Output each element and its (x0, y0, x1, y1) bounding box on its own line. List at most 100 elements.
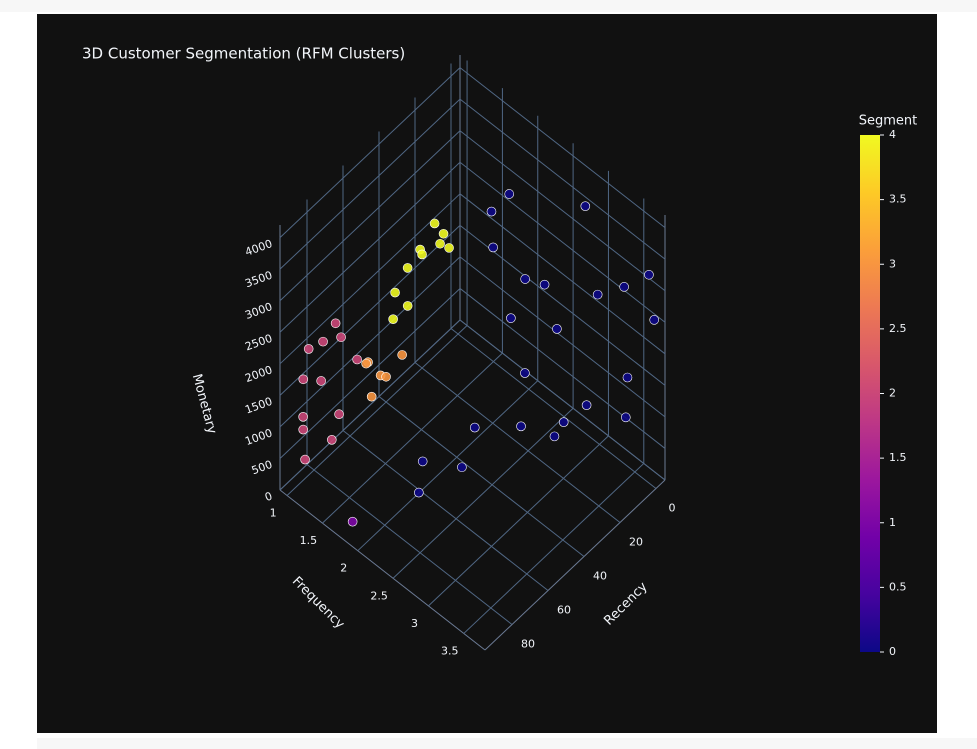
point (486, 206, 497, 217)
point (516, 421, 526, 432)
point (388, 314, 398, 325)
grid-line (459, 319, 666, 481)
point (488, 242, 498, 253)
colorbar-scale (860, 135, 880, 652)
point (457, 462, 467, 473)
point (429, 218, 440, 229)
colorbar-tick-label: 1 (889, 516, 896, 529)
point (352, 354, 362, 365)
grid-line (279, 67, 461, 238)
y-tick-label: 2 (340, 562, 347, 575)
notebook-cell (0, 0, 977, 12)
point (361, 358, 371, 369)
grid-line (279, 224, 461, 396)
grid-line (378, 396, 585, 557)
grid-line (459, 288, 666, 449)
point (316, 376, 326, 386)
point (435, 238, 445, 249)
axis-edge (279, 489, 486, 651)
point (327, 434, 337, 445)
point (504, 189, 515, 199)
colorbar-tick-label: 3.5 (889, 193, 907, 206)
colorbar-tick-label: 0.5 (889, 580, 907, 593)
point (552, 324, 562, 334)
point (347, 516, 358, 527)
point (520, 274, 530, 284)
point (581, 400, 592, 410)
point (300, 454, 310, 465)
grid-line (414, 362, 621, 523)
point (622, 372, 633, 383)
y-tick-label: 3 (411, 617, 418, 630)
x-tick-label: 20 (629, 536, 643, 549)
grid-line (459, 161, 666, 323)
z-tick-label: 0 (263, 489, 274, 504)
x-tick-label: 40 (593, 570, 607, 583)
x-tick-label: 80 (521, 638, 535, 651)
y-tick-label: 1.5 (300, 534, 318, 547)
point (520, 368, 530, 378)
colorbar-tick-label: 0 (889, 645, 896, 658)
grid-line (392, 407, 574, 579)
colorbar-tick-label: 1.5 (889, 451, 907, 464)
grid-line (306, 464, 513, 625)
point (469, 422, 480, 433)
grid-line (459, 256, 666, 418)
point (402, 301, 413, 311)
point (334, 409, 344, 420)
point (539, 279, 550, 290)
point (390, 287, 400, 298)
y-tick-label: 1 (270, 507, 277, 520)
grid-line (428, 435, 609, 607)
grid-line (450, 328, 657, 489)
grid (279, 55, 666, 651)
point (402, 263, 413, 273)
grid-line (342, 430, 549, 591)
point (549, 431, 560, 442)
grid-line (279, 98, 461, 270)
grid-line (459, 193, 666, 355)
point (649, 315, 660, 325)
colorbar: 0 0.5 1 1.5 2 2.5 3 3.5 4 (860, 128, 907, 658)
grid-line (322, 352, 503, 524)
grid-line (459, 98, 666, 260)
grid-line (286, 325, 468, 496)
point (619, 282, 629, 292)
colorbar-title: Segment (859, 114, 918, 129)
point (381, 371, 391, 382)
x-tick-label: 60 (557, 604, 571, 617)
axis-edge (484, 479, 666, 651)
colorbar-tick-label: 4 (889, 128, 896, 141)
point (417, 249, 427, 260)
point (336, 332, 346, 343)
y-tick-label: 2.5 (370, 589, 388, 602)
point (558, 417, 569, 427)
point (444, 243, 454, 253)
point (298, 412, 308, 422)
point (303, 344, 314, 354)
point (298, 374, 309, 385)
colorbar-tick-label: 3 (889, 257, 896, 270)
point (298, 424, 309, 435)
point (580, 201, 591, 211)
grid-line (279, 256, 461, 428)
points (298, 189, 660, 527)
point (414, 487, 424, 498)
x-tick-label: 0 (669, 502, 676, 515)
colorbar-tick-label: 2.5 (889, 322, 907, 335)
grid-line (279, 161, 461, 333)
chart-title: 3D Customer Segmentation (RFM Clusters) (82, 45, 405, 63)
point (438, 228, 449, 239)
plot-background (37, 14, 937, 733)
grid-line (279, 319, 461, 491)
point (318, 336, 328, 347)
grid-line (357, 380, 539, 552)
notebook-cell (37, 738, 977, 749)
grid-line (459, 130, 666, 292)
point (366, 391, 377, 402)
point (417, 456, 428, 467)
point (620, 412, 631, 423)
grid-line (279, 288, 461, 459)
point (330, 318, 341, 329)
